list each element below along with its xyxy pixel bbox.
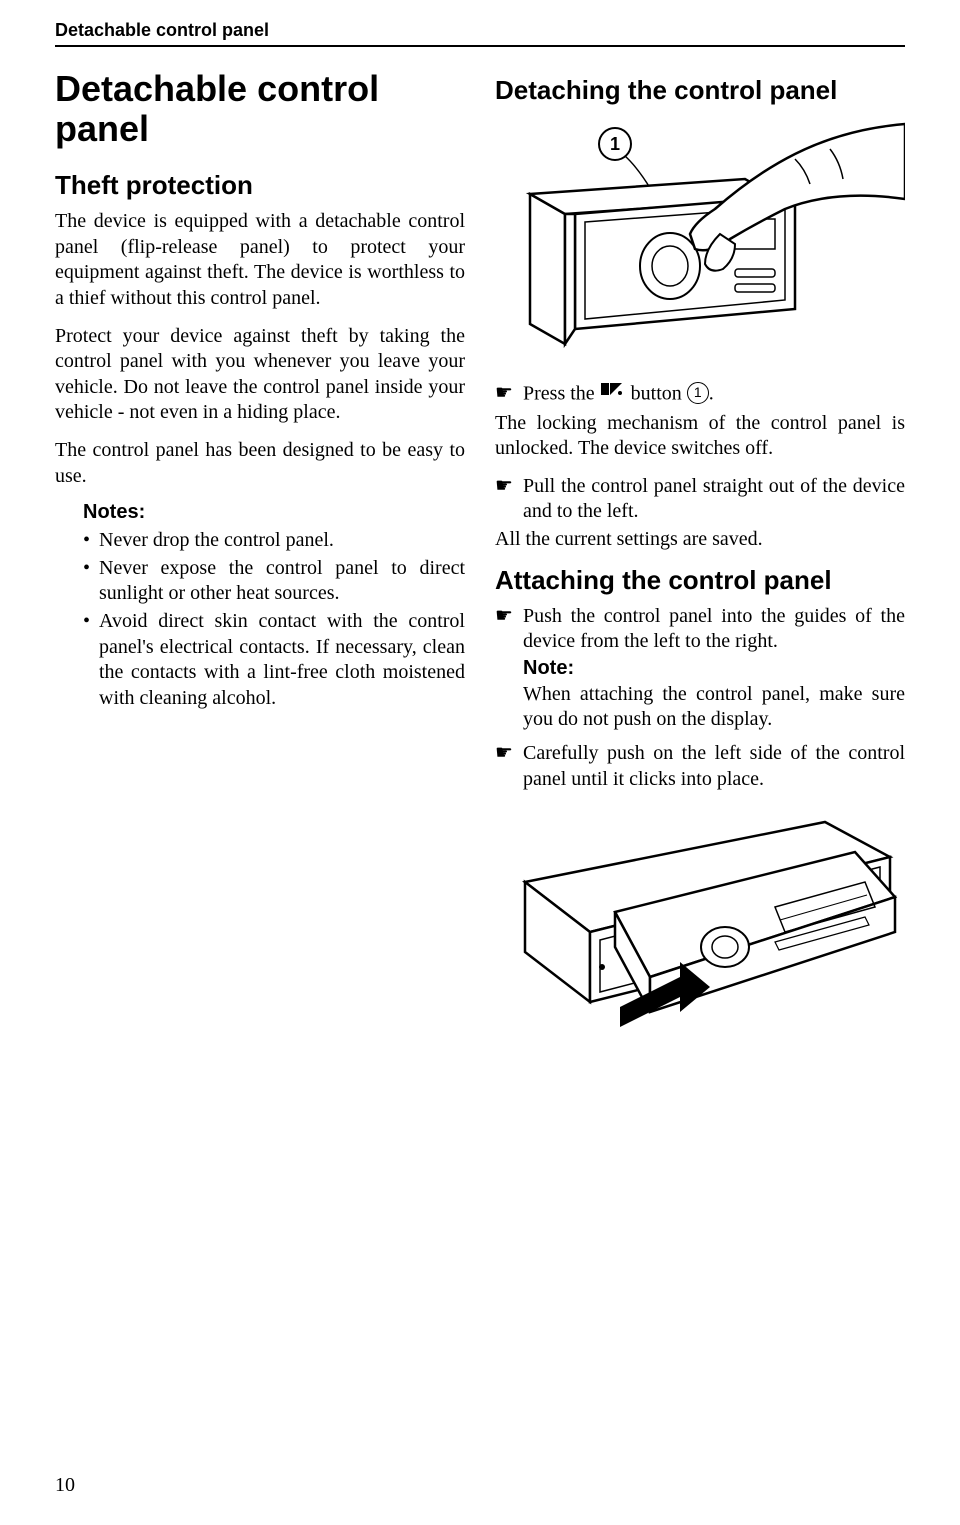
step-press-button: ☛ Press the button 1. [495, 381, 905, 409]
callout-number-1: 1 [687, 382, 709, 404]
content-columns: Detachable control panel Theft protectio… [55, 69, 905, 1047]
page-header: Detachable control panel [55, 20, 905, 47]
attach-illustration [495, 812, 905, 1042]
step3-text: Push the control panel into the guides o… [523, 604, 905, 655]
svg-text:1: 1 [610, 134, 620, 154]
hand-pointer-icon: ☛ [495, 474, 523, 500]
note-item-2: Never expose the control panel to direct… [83, 556, 465, 607]
detach-illustration: 1 [495, 114, 905, 364]
hand-pointer-icon: ☛ [495, 381, 523, 407]
step-pull-out: ☛ Pull the control panel straight out of… [495, 474, 905, 525]
note-item-3: Avoid direct skin contact with the contr… [83, 609, 465, 711]
theft-para-1: The device is equipped with a detachable… [55, 209, 465, 311]
note-item-1: Never drop the control panel. [83, 528, 465, 554]
attach-note-label: Note: [523, 657, 905, 680]
theft-para-2: Protect your device against theft by tak… [55, 324, 465, 426]
step4-text: Carefully push on the left side of the c… [523, 741, 905, 792]
step1-text-b: button [631, 382, 682, 404]
step1-text-c: . [709, 382, 714, 404]
attach-note-block: Note: When attaching the control panel, … [523, 657, 905, 733]
release-button-icon [600, 379, 626, 407]
hand-pointer-icon: ☛ [495, 741, 523, 767]
theft-protection-heading: Theft protection [55, 170, 465, 201]
right-column: Detaching the control panel 1 [495, 69, 905, 1047]
attaching-heading: Attaching the control panel [495, 565, 905, 596]
settings-saved-text: All the current settings are saved. [495, 527, 905, 553]
left-column: Detachable control panel Theft protectio… [55, 69, 465, 1047]
step2-text: Pull the control panel straight out of t… [523, 474, 905, 525]
step1-text-a: Press the [523, 382, 595, 404]
attach-note-text: When attaching the control panel, make s… [523, 682, 905, 733]
page-number: 10 [55, 1474, 75, 1497]
step-push-left: ☛ Carefully push on the left side of the… [495, 741, 905, 792]
step-push-guides: ☛ Push the control panel into the guides… [495, 604, 905, 655]
main-title: Detachable control panel [55, 69, 465, 148]
unlock-text: The locking mechanism of the control pan… [495, 411, 905, 462]
notes-label: Notes: [83, 501, 465, 524]
notes-list: Never drop the control panel. Never expo… [83, 528, 465, 711]
detaching-heading: Detaching the control panel [495, 75, 905, 106]
theft-para-3: The control panel has been designed to b… [55, 438, 465, 489]
hand-pointer-icon: ☛ [495, 604, 523, 630]
